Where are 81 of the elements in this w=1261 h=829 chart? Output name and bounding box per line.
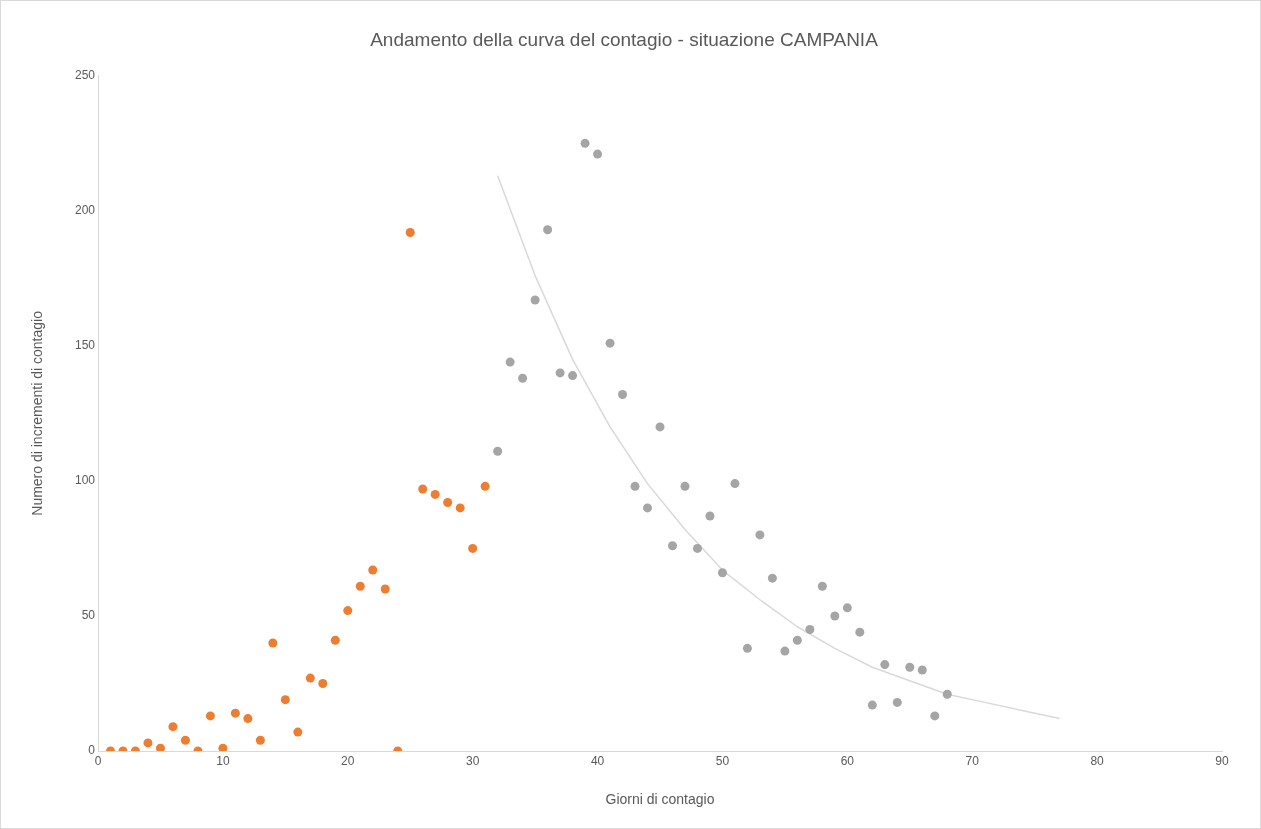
point: [218, 743, 228, 751]
x-tick-label: 90: [1215, 753, 1229, 768]
y-tick-label: 250: [74, 68, 96, 83]
point: [405, 227, 415, 237]
point: [805, 624, 815, 634]
point: [293, 727, 303, 737]
point: [730, 479, 740, 489]
x-tick-label: 50: [715, 753, 730, 768]
point: [355, 581, 365, 591]
point: [593, 149, 603, 159]
point: [380, 584, 390, 594]
point: [230, 708, 240, 718]
point: [930, 711, 940, 721]
point: [830, 611, 840, 621]
point: [468, 543, 478, 553]
point: [767, 573, 777, 583]
point: [505, 357, 515, 367]
point: [455, 503, 465, 513]
point: [268, 638, 278, 648]
point: [692, 543, 702, 553]
point: [368, 565, 378, 575]
x-tick-label: 40: [590, 753, 605, 768]
chart-title: Andamento della curva del contagio - situazione CAMPANIA: [370, 28, 879, 50]
point: [717, 568, 727, 578]
y-axis-title: Numero di incrementi di contagio: [29, 310, 46, 516]
point: [605, 338, 615, 348]
point: [343, 606, 353, 616]
point: [518, 373, 528, 383]
y-tick-label: 150: [74, 338, 96, 353]
x-tick-label: 10: [216, 753, 230, 768]
y-tick-label: 200: [74, 203, 96, 218]
point: [443, 498, 453, 508]
point: [480, 481, 490, 491]
point: [905, 662, 915, 672]
x-tick-label: 70: [965, 753, 980, 768]
y-tick-label: 100: [74, 473, 96, 488]
point: [568, 371, 578, 381]
point: [780, 646, 790, 656]
point: [680, 481, 690, 491]
point: [867, 700, 877, 710]
point: [667, 541, 677, 551]
point: [842, 603, 852, 613]
x-tick-label: 30: [465, 753, 480, 768]
x-tick-label: 60: [840, 753, 855, 768]
point: [180, 735, 190, 745]
point: [318, 678, 328, 688]
point: [917, 665, 927, 675]
point: [755, 530, 765, 540]
y-tick-label: 0: [88, 743, 96, 758]
point: [543, 225, 553, 235]
point: [817, 581, 827, 591]
x-tick-label: 20: [341, 753, 355, 768]
point: [493, 446, 503, 456]
point: [530, 295, 540, 305]
point: [555, 368, 565, 378]
point: [855, 627, 865, 637]
point: [305, 673, 315, 683]
point: [792, 635, 802, 645]
point: [330, 635, 340, 645]
point: [643, 503, 653, 513]
point: [168, 722, 178, 732]
point: [430, 489, 440, 499]
point: [705, 511, 715, 521]
x-axis-title: Giorni di contagio: [605, 791, 715, 808]
point: [280, 695, 290, 705]
y-tick-label: 50: [81, 608, 96, 623]
point: [942, 689, 952, 699]
point: [155, 743, 165, 751]
point: [630, 481, 640, 491]
point: [243, 714, 253, 724]
point: [205, 711, 215, 721]
point: [892, 697, 902, 707]
point: [143, 738, 153, 748]
point: [580, 138, 590, 148]
x-tick-label: 80: [1090, 753, 1105, 768]
point: [880, 660, 890, 670]
point: [618, 389, 628, 399]
point: [655, 422, 665, 432]
point: [742, 643, 752, 653]
point: [255, 735, 265, 745]
point: [418, 484, 428, 494]
